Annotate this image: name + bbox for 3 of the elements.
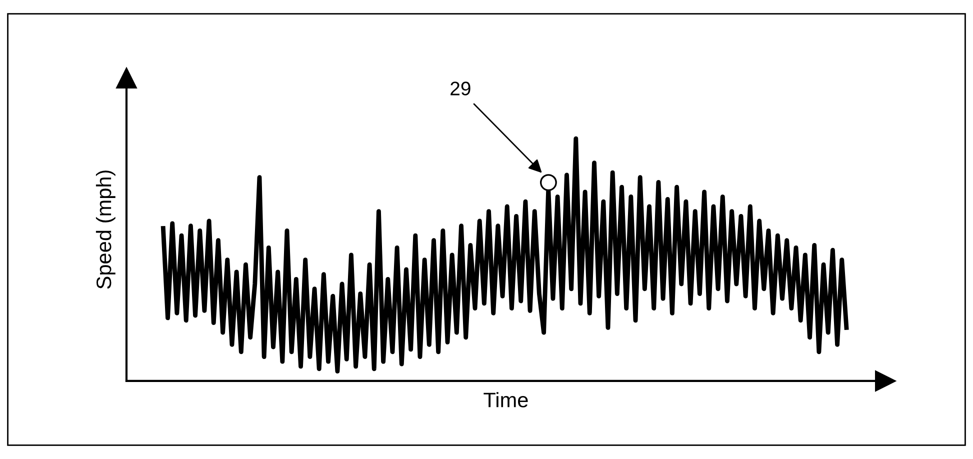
text: 29	[450, 82, 470, 96]
y-axis-title: Speed (mph)	[96, 170, 116, 289]
x-axis-title: Time	[484, 392, 528, 408]
